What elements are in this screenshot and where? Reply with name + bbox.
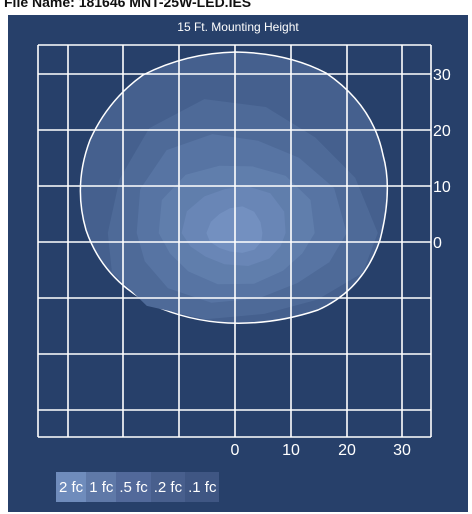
tick-bottom-2: 20 xyxy=(338,442,356,455)
tick-bottom-1: 10 xyxy=(282,442,300,455)
isofootcandle-svg: 30 20 10 0 0 10 20 30 xyxy=(37,44,451,455)
tick-labels: 30 20 10 0 0 10 20 30 xyxy=(231,67,451,455)
legend-item-3: .2 fc xyxy=(150,472,186,502)
legend-item-0: 2 fc xyxy=(56,472,87,502)
legend-item-1: 1 fc xyxy=(86,472,117,502)
tick-right-3: 0 xyxy=(433,235,442,252)
legend-item-2: .5 fc xyxy=(116,472,151,502)
isofootcandle-contours xyxy=(79,51,389,324)
tick-right-2: 10 xyxy=(433,179,451,196)
grid-lines xyxy=(37,44,432,438)
file-name-header: File Name: 181646 MNT-25W-LED.IES xyxy=(4,0,252,10)
tick-right-1: 20 xyxy=(433,123,451,140)
plot-title: 15 Ft. Mounting Height xyxy=(177,20,299,34)
tick-bottom-3: 30 xyxy=(393,442,411,455)
isofootcandle-plot: 30 20 10 0 0 10 20 30 15 Ft. Mounting Height 2 … xyxy=(8,15,468,512)
tick-right-0: 30 xyxy=(433,67,451,84)
tick-bottom-0: 0 xyxy=(231,442,240,455)
legend: 2 fc 1 fc .5 fc .2 fc .1 fc xyxy=(56,472,220,502)
legend-item-4: .1 fc xyxy=(185,472,220,502)
